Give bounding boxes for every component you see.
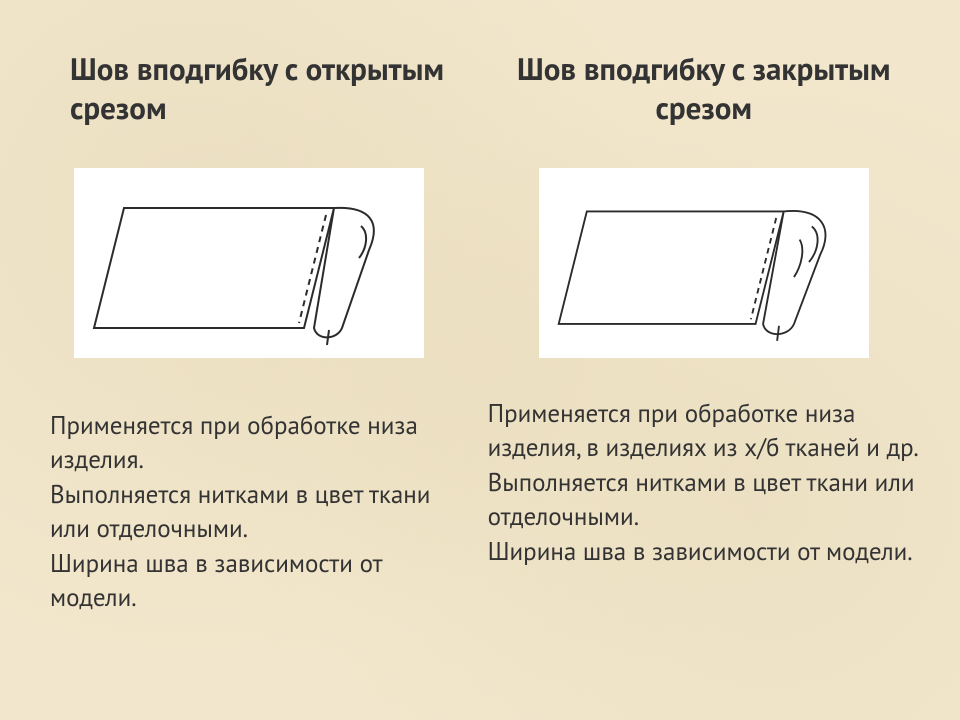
hem-open-edge-icon <box>89 178 409 348</box>
hem-closed-edge-icon <box>554 183 854 343</box>
left-column: Шов вподгибку с открытым срезом Применяе… <box>50 50 468 680</box>
page: Шов вподгибку с открытым срезом Применяе… <box>0 0 960 720</box>
right-column: Шов вподгибку с закрытым срезом Применяе… <box>468 50 920 680</box>
left-title: Шов вподгибку с открытым срезом <box>50 50 448 128</box>
right-body: Применяется при обработке низа изделия, … <box>488 396 920 569</box>
right-title: Шов вподгибку с закрытым срезом <box>488 50 920 128</box>
right-diagram <box>539 168 869 358</box>
left-diagram <box>74 168 424 358</box>
left-body: Применяется при обработке низа изделия.В… <box>50 408 448 615</box>
